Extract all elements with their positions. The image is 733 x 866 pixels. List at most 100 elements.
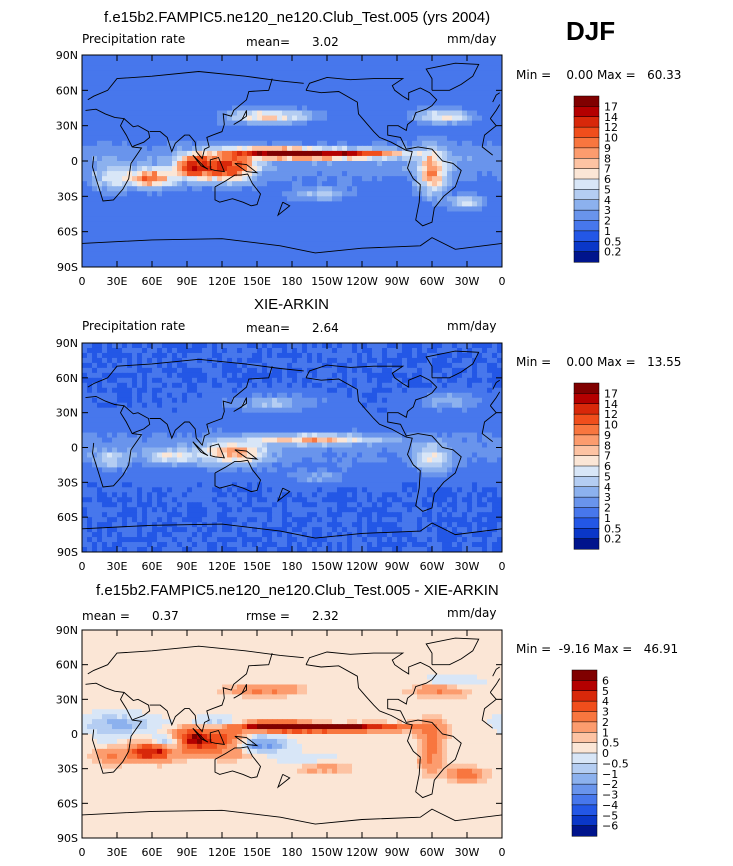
colorbar-label: 4 — [602, 695, 609, 708]
colorbar-swatch — [573, 116, 600, 128]
colorbar-swatch — [573, 517, 600, 529]
colorbar-label: 1 — [604, 512, 611, 525]
panel2-title: XIE-ARKIN — [254, 296, 330, 313]
lon-tick-label: 120W — [346, 560, 378, 573]
colorbar-swatch — [573, 445, 600, 457]
colorbar-swatch — [573, 393, 600, 405]
lon-tick-label: 90E — [177, 846, 198, 859]
coastline — [492, 379, 500, 390]
lat-tick-label: 90N — [56, 337, 78, 350]
colorbar-swatch — [573, 382, 600, 394]
colorbar-label: −3 — [602, 789, 618, 802]
colorbar-label: 5 — [604, 470, 611, 483]
lon-tick-label: 120E — [208, 846, 236, 859]
coastline — [234, 449, 259, 460]
lon-tick-label: 60W — [420, 560, 445, 573]
colorbar-label: 17 — [604, 100, 618, 113]
lon-tick-label: 0 — [499, 275, 506, 288]
colorbar-label: 10 — [604, 132, 618, 145]
panel2-stat-label: mean= — [246, 321, 291, 335]
coastline — [277, 201, 291, 217]
lon-tick-label: 150E — [243, 846, 271, 859]
panel1-title: f.e15b2.FAMPIC5.ne120_ne120.Club_Test.00… — [104, 9, 491, 26]
colorbar-label: 7 — [604, 450, 611, 463]
coastline — [149, 366, 273, 447]
lat-tick-label: 0 — [71, 155, 78, 168]
coastline — [192, 441, 209, 457]
panel2-left-label: Precipitation rate — [82, 319, 186, 333]
lon-tick-label: 60W — [420, 846, 445, 859]
colorbar-label: −1 — [602, 768, 618, 781]
lat-tick-label: 30S — [57, 763, 78, 776]
coastline — [425, 350, 480, 379]
colorbar-swatch — [573, 496, 600, 509]
colorbar-swatch — [573, 241, 600, 253]
coastline — [87, 645, 501, 693]
colorbar-swatch — [573, 465, 600, 477]
panel1-stat-value: 3.02 — [312, 35, 339, 49]
coastline — [425, 62, 480, 91]
lon-tick-label: 90W — [385, 560, 410, 573]
coastline — [209, 156, 226, 173]
coastline — [277, 773, 291, 789]
colorbar-label: 0.5 — [604, 522, 622, 535]
colorbar-label: 14 — [604, 111, 618, 124]
colorbar-label: 17 — [604, 387, 618, 400]
colorbar-swatch — [571, 700, 598, 713]
lat-tick-label: 90N — [56, 49, 78, 62]
colorbar-swatch — [571, 752, 598, 764]
lon-tick-label: 180 — [282, 560, 303, 573]
colorbar-label: 5 — [604, 183, 611, 196]
lon-tick-label: 150E — [243, 275, 271, 288]
lon-tick-label: 150E — [243, 560, 271, 573]
colorbar-swatch — [571, 815, 598, 827]
colorbar-swatch — [573, 147, 600, 159]
colorbar-swatch — [571, 804, 598, 816]
colorbar-label: 3 — [602, 706, 609, 719]
lon-tick-label: 90E — [177, 560, 198, 573]
lat-tick-label: 60N — [56, 84, 78, 97]
colorbar-swatch — [573, 403, 600, 415]
lon-tick-label: 150W — [311, 846, 343, 859]
lon-tick-label: 60E — [142, 275, 163, 288]
colorbar-label: −6 — [602, 820, 618, 833]
lon-tick-label: 0 — [79, 275, 86, 288]
coastline — [123, 118, 151, 148]
coastline — [149, 652, 273, 733]
coastline — [234, 735, 259, 747]
colorbar-swatch — [573, 220, 600, 232]
lon-tick-label: 150W — [311, 560, 343, 573]
map-field-1 — [82, 55, 502, 267]
colorbar-swatch — [573, 209, 600, 222]
colorbar-swatch — [573, 137, 600, 149]
panel2-range: Min = 0.00 Max = 13.55 — [516, 355, 682, 369]
colorbar-swatch — [571, 825, 598, 837]
panel3-left-value: 0.37 — [152, 609, 179, 623]
colorbar-swatch — [573, 434, 600, 446]
coastline — [214, 173, 262, 207]
coastline — [277, 487, 291, 503]
coastline — [82, 522, 502, 539]
panel1-left-label: Precipitation rate — [82, 32, 186, 46]
colorbar-swatch — [573, 476, 600, 488]
colorbar-label: 1 — [604, 225, 611, 238]
lon-tick-label: 0 — [79, 560, 86, 573]
colorbar-swatch — [571, 721, 598, 733]
colorbar-label: 12 — [604, 121, 618, 134]
lon-tick-label: 120E — [208, 560, 236, 573]
lat-tick-label: 60S — [57, 797, 78, 810]
colorbar-swatch — [573, 251, 600, 263]
lon-tick-label: 150W — [311, 275, 343, 288]
colorbar-swatch — [573, 528, 600, 540]
lat-tick-label: 30N — [56, 120, 78, 133]
lon-tick-label: 30E — [107, 846, 128, 859]
coastline — [149, 78, 273, 160]
lon-tick-label: 90E — [177, 275, 198, 288]
colorbar-label: 0 — [602, 747, 609, 760]
colorbar-label: 3 — [604, 491, 611, 504]
colorbar-swatch — [571, 773, 598, 785]
colorbar-swatch — [573, 413, 600, 426]
colorbar-label: −4 — [602, 799, 618, 812]
coastline — [234, 162, 259, 174]
